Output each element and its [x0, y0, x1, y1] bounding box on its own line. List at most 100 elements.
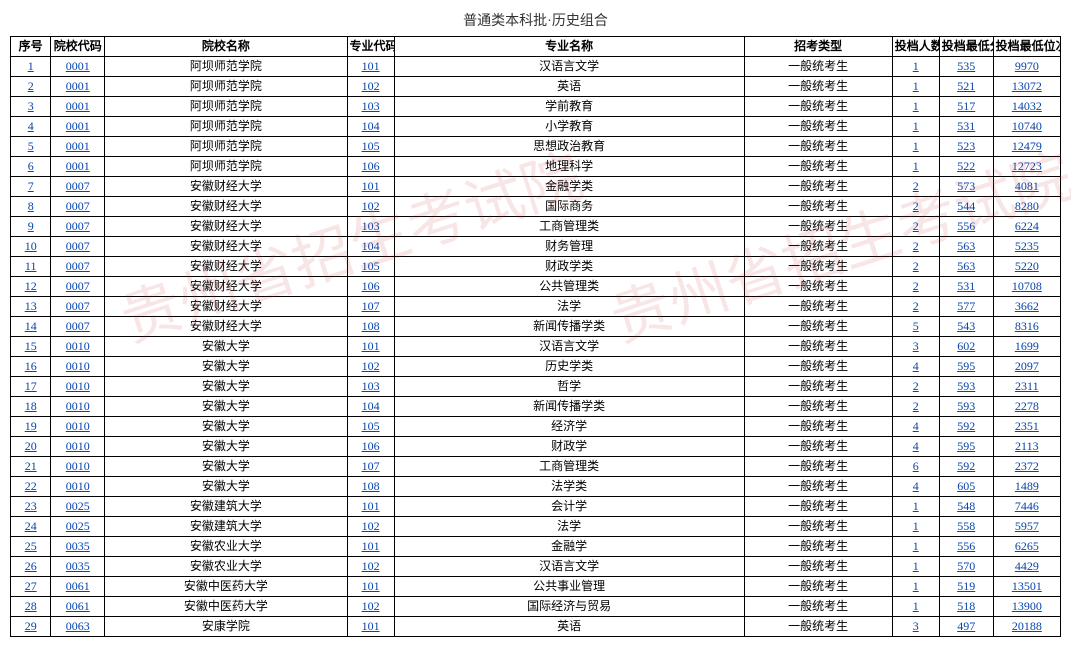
cell-link[interactable]: 106 [362, 159, 380, 173]
cell-link[interactable]: 13 [25, 299, 37, 313]
cell-link[interactable]: 103 [362, 219, 380, 233]
cell-link[interactable]: 101 [362, 579, 380, 593]
cell-link[interactable]: 0010 [66, 379, 90, 393]
cell-link[interactable]: 4429 [1015, 559, 1039, 573]
cell-link[interactable]: 4 [913, 479, 919, 493]
cell-link[interactable]: 5235 [1015, 239, 1039, 253]
cell-link[interactable]: 544 [957, 199, 975, 213]
cell-link[interactable]: 1 [913, 599, 919, 613]
cell-link[interactable]: 102 [362, 519, 380, 533]
cell-link[interactable]: 2097 [1015, 359, 1039, 373]
cell-link[interactable]: 0063 [66, 619, 90, 633]
cell-link[interactable]: 497 [957, 619, 975, 633]
cell-link[interactable]: 0007 [66, 179, 90, 193]
cell-link[interactable]: 0007 [66, 319, 90, 333]
cell-link[interactable]: 24 [25, 519, 37, 533]
cell-link[interactable]: 0035 [66, 559, 90, 573]
cell-link[interactable]: 595 [957, 439, 975, 453]
cell-link[interactable]: 0010 [66, 439, 90, 453]
cell-link[interactable]: 1 [913, 559, 919, 573]
cell-link[interactable]: 0010 [66, 419, 90, 433]
cell-link[interactable]: 592 [957, 419, 975, 433]
cell-link[interactable]: 535 [957, 59, 975, 73]
cell-link[interactable]: 4081 [1015, 179, 1039, 193]
cell-link[interactable]: 101 [362, 339, 380, 353]
cell-link[interactable]: 102 [362, 559, 380, 573]
cell-link[interactable]: 4 [913, 359, 919, 373]
cell-link[interactable]: 0061 [66, 579, 90, 593]
cell-link[interactable]: 10708 [1012, 279, 1042, 293]
cell-link[interactable]: 10740 [1012, 119, 1042, 133]
cell-link[interactable]: 0035 [66, 539, 90, 553]
cell-link[interactable]: 13072 [1012, 79, 1042, 93]
cell-link[interactable]: 23 [25, 499, 37, 513]
cell-link[interactable]: 5 [28, 139, 34, 153]
cell-link[interactable]: 1 [913, 519, 919, 533]
cell-link[interactable]: 592 [957, 459, 975, 473]
cell-link[interactable]: 21 [25, 459, 37, 473]
cell-link[interactable]: 4 [913, 439, 919, 453]
cell-link[interactable]: 517 [957, 99, 975, 113]
cell-link[interactable]: 1 [28, 59, 34, 73]
cell-link[interactable]: 558 [957, 519, 975, 533]
cell-link[interactable]: 104 [362, 239, 380, 253]
cell-link[interactable]: 19 [25, 419, 37, 433]
cell-link[interactable]: 1 [913, 159, 919, 173]
cell-link[interactable]: 1 [913, 99, 919, 113]
cell-link[interactable]: 102 [362, 79, 380, 93]
cell-link[interactable]: 28 [25, 599, 37, 613]
cell-link[interactable]: 102 [362, 599, 380, 613]
cell-link[interactable]: 519 [957, 579, 975, 593]
cell-link[interactable]: 14032 [1012, 99, 1042, 113]
cell-link[interactable]: 531 [957, 119, 975, 133]
cell-link[interactable]: 10 [25, 239, 37, 253]
cell-link[interactable]: 0007 [66, 199, 90, 213]
cell-link[interactable]: 548 [957, 499, 975, 513]
cell-link[interactable]: 6 [28, 159, 34, 173]
cell-link[interactable]: 20188 [1012, 619, 1042, 633]
cell-link[interactable]: 563 [957, 239, 975, 253]
cell-link[interactable]: 106 [362, 439, 380, 453]
cell-link[interactable]: 101 [362, 59, 380, 73]
cell-link[interactable]: 8 [28, 199, 34, 213]
cell-link[interactable]: 107 [362, 299, 380, 313]
cell-link[interactable]: 5 [913, 319, 919, 333]
cell-link[interactable]: 105 [362, 259, 380, 273]
cell-link[interactable]: 103 [362, 379, 380, 393]
cell-link[interactable]: 13900 [1012, 599, 1042, 613]
cell-link[interactable]: 0001 [66, 99, 90, 113]
cell-link[interactable]: 108 [362, 479, 380, 493]
cell-link[interactable]: 0007 [66, 299, 90, 313]
cell-link[interactable]: 0001 [66, 139, 90, 153]
cell-link[interactable]: 0007 [66, 239, 90, 253]
cell-link[interactable]: 543 [957, 319, 975, 333]
cell-link[interactable]: 4 [28, 119, 34, 133]
cell-link[interactable]: 105 [362, 139, 380, 153]
cell-link[interactable]: 3 [913, 339, 919, 353]
cell-link[interactable]: 2 [913, 399, 919, 413]
cell-link[interactable]: 102 [362, 359, 380, 373]
cell-link[interactable]: 521 [957, 79, 975, 93]
cell-link[interactable]: 8280 [1015, 199, 1039, 213]
cell-link[interactable]: 2 [913, 239, 919, 253]
cell-link[interactable]: 522 [957, 159, 975, 173]
cell-link[interactable]: 0061 [66, 599, 90, 613]
cell-link[interactable]: 6265 [1015, 539, 1039, 553]
cell-link[interactable]: 556 [957, 539, 975, 553]
cell-link[interactable]: 2 [28, 79, 34, 93]
cell-link[interactable]: 7446 [1015, 499, 1039, 513]
cell-link[interactable]: 593 [957, 399, 975, 413]
cell-link[interactable]: 531 [957, 279, 975, 293]
cell-link[interactable]: 9970 [1015, 59, 1039, 73]
cell-link[interactable]: 26 [25, 559, 37, 573]
cell-link[interactable]: 12479 [1012, 139, 1042, 153]
cell-link[interactable]: 15 [25, 339, 37, 353]
cell-link[interactable]: 1 [913, 139, 919, 153]
cell-link[interactable]: 570 [957, 559, 975, 573]
cell-link[interactable]: 0007 [66, 219, 90, 233]
cell-link[interactable]: 20 [25, 439, 37, 453]
cell-link[interactable]: 18 [25, 399, 37, 413]
cell-link[interactable]: 5957 [1015, 519, 1039, 533]
cell-link[interactable]: 0025 [66, 519, 90, 533]
cell-link[interactable]: 101 [362, 499, 380, 513]
